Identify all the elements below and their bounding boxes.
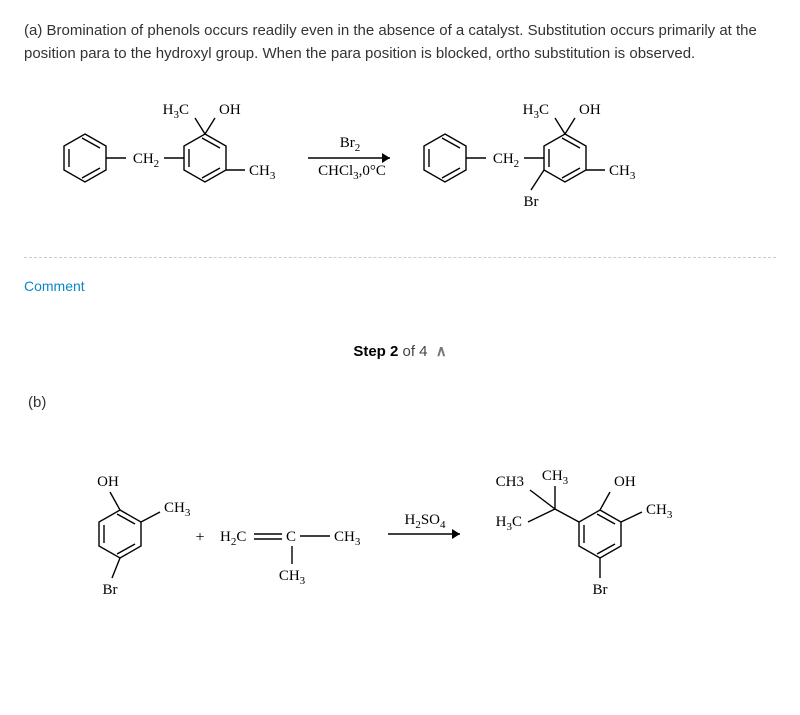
svg-text:H2SO4: H2SO4	[404, 512, 446, 531]
svg-text:+: +	[195, 529, 204, 546]
part-b-label: (b)	[28, 392, 776, 415]
svg-text:Br: Br	[593, 582, 608, 598]
part-a-intro: (a) Bromination of phenols occurs readil…	[24, 20, 776, 65]
svg-text:H2C: H2C	[220, 529, 246, 548]
svg-text:OH: OH	[614, 474, 636, 490]
divider	[24, 257, 776, 258]
chevron-up-icon: ∧	[436, 343, 447, 360]
svg-text:CH2: CH2	[133, 151, 159, 170]
step-current: Step 2	[353, 343, 398, 360]
svg-text:Br: Br	[103, 582, 118, 598]
svg-text:CHCl3,0°C: CHCl3,0°C	[318, 163, 386, 182]
step-indicator[interactable]: Step 2 of 4 ∧	[24, 341, 776, 364]
svg-text:H3C: H3C	[163, 102, 189, 121]
svg-text:CH3: CH3	[164, 500, 191, 519]
svg-text:CH3: CH3	[646, 502, 673, 521]
reaction-scheme-b: OH CH3 Br + H2C C CH3 CH3 H2SO4 OH	[24, 424, 776, 634]
svg-text:OH: OH	[579, 102, 601, 118]
svg-text:CH3: CH3	[496, 474, 524, 490]
svg-text:Br: Br	[524, 194, 539, 210]
svg-text:CH3: CH3	[542, 468, 569, 487]
svg-text:CH3: CH3	[249, 163, 276, 182]
svg-text:OH: OH	[219, 102, 241, 118]
svg-text:H3C: H3C	[523, 102, 549, 121]
svg-text:OH: OH	[97, 474, 119, 490]
svg-text:Br2: Br2	[340, 135, 361, 154]
reaction-scheme-a: CH2 H3C OH CH3 Br2 CHCl3,0°C CH2 H3C	[24, 83, 776, 233]
svg-text:CH2: CH2	[493, 151, 519, 170]
svg-text:CH3: CH3	[279, 568, 306, 587]
svg-text:CH3: CH3	[334, 529, 361, 548]
svg-text:H3C: H3C	[496, 514, 522, 533]
svg-text:C: C	[286, 529, 296, 545]
step-total: of 4	[398, 343, 427, 360]
svg-text:CH3: CH3	[609, 163, 636, 182]
comment-link[interactable]: Comment	[24, 276, 85, 297]
